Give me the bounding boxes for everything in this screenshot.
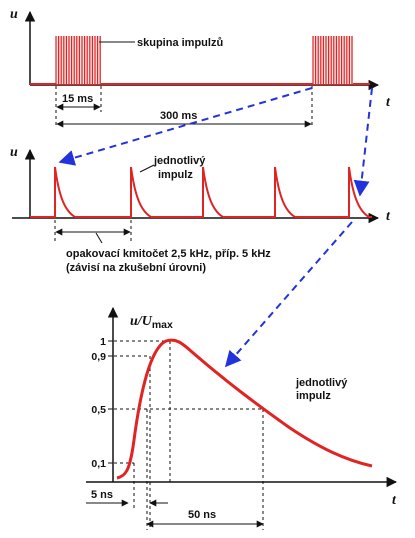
rate-leader (95, 232, 103, 244)
rate-text-2: (závisí na zkušební úrovni) (66, 262, 206, 274)
bottom-y-label: u/Umax (130, 314, 173, 331)
y-label-u: u (130, 314, 138, 329)
y-label-slash: / (137, 314, 143, 329)
burst-fill (56, 36, 101, 84)
dim-15ms-label: 15 ms (62, 93, 93, 105)
y-label-max: max (152, 319, 173, 331)
bottom-t-label: t (392, 493, 397, 508)
top-u-label: u (10, 7, 18, 22)
rise-time-label: 5 ns (91, 489, 113, 501)
dim-300ms-label: 300 ms (160, 110, 197, 122)
mid-pulse-train (30, 166, 372, 218)
bottom-pulse-label-1: jednotlivý (295, 377, 348, 389)
y-tick-label: 0,5 (91, 404, 106, 416)
zoom-arrow-detail (224, 221, 353, 368)
y-tick-label: 1 (100, 336, 106, 348)
burst-group-1 (55, 36, 101, 84)
bottom-panel: u/Umax t 1 0,9 0,5 0,1 jednotlivý impulz 5 … (86, 306, 398, 530)
zoom-arrow-left (58, 87, 313, 166)
single-pulse-curve (116, 338, 373, 480)
mid-pulse-label-1: jednotlivý (153, 155, 206, 167)
guide-lines (114, 340, 264, 530)
single-pulse-leader (139, 164, 155, 173)
y-label-U: U (142, 314, 153, 329)
y-tick-label: 0,9 (91, 351, 106, 363)
y-tick-label: 0,1 (91, 458, 106, 470)
top-t-label: t (386, 95, 391, 110)
top-panel: u t skupina impulzů 15 ms 300 ms (10, 7, 391, 128)
y-ticks: 1 0,9 0,5 0,1 (91, 336, 113, 470)
bottom-pulse-label-2: impulz (296, 390, 331, 402)
burst-label: skupina impulzů (137, 37, 223, 49)
burst-group-2 (312, 36, 353, 84)
mid-t-label: t (386, 209, 391, 224)
halfwidth-label: 50 ns (188, 509, 216, 521)
rate-text-1: opakovací kmitočet 2,5 kHz, příp. 5 kHz (66, 248, 271, 260)
middle-panel: u t jednotlivý impulz opakovací kmitočet… (10, 145, 391, 274)
mid-u-label: u (10, 145, 18, 160)
mid-pulse-label-2: impulz (158, 169, 193, 181)
zoom-arrow-right (353, 87, 373, 197)
